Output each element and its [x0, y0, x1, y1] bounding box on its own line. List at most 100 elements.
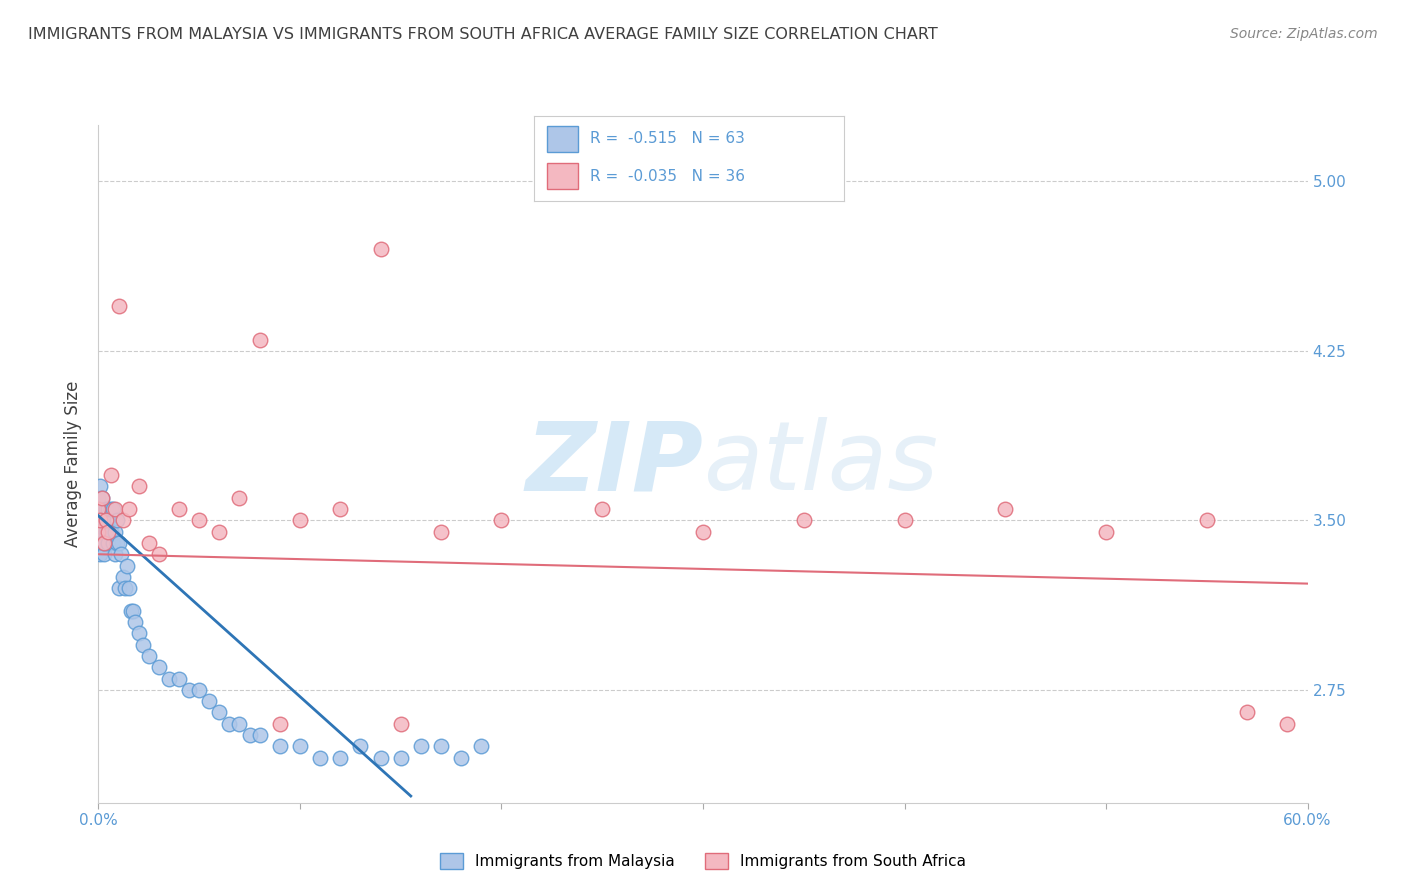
- Point: [1195, 513, 1218, 527]
- Point: [208, 524, 231, 539]
- Text: atlas: atlas: [703, 417, 938, 510]
- Point: [269, 716, 291, 731]
- Point: [430, 524, 453, 539]
- Point: [128, 626, 150, 640]
- Point: [1095, 524, 1118, 539]
- Point: [329, 502, 352, 516]
- Bar: [547, 126, 578, 152]
- Point: [138, 536, 160, 550]
- Point: [329, 750, 352, 764]
- Point: [349, 739, 371, 754]
- Text: R =  -0.515   N = 63: R = -0.515 N = 63: [591, 131, 745, 146]
- Point: [97, 513, 120, 527]
- Point: [793, 513, 815, 527]
- Text: Source: ZipAtlas.com: Source: ZipAtlas.com: [1230, 27, 1378, 41]
- Point: [97, 524, 120, 539]
- Point: [370, 242, 392, 256]
- Point: [893, 513, 915, 527]
- Point: [208, 706, 231, 720]
- Point: [93, 536, 115, 550]
- Point: [91, 491, 114, 505]
- Point: [491, 513, 513, 527]
- Point: [89, 479, 111, 493]
- Point: [430, 739, 453, 754]
- Point: [103, 547, 125, 561]
- Point: [228, 716, 250, 731]
- Point: [148, 660, 170, 674]
- Point: [87, 536, 110, 550]
- Point: [89, 513, 111, 527]
- Point: [87, 491, 110, 505]
- Point: [450, 750, 472, 764]
- Point: [309, 750, 332, 764]
- Point: [167, 502, 190, 516]
- Point: [198, 694, 221, 708]
- Point: [91, 536, 114, 550]
- Point: [105, 536, 128, 550]
- Point: [128, 479, 150, 493]
- Text: IMMIGRANTS FROM MALAYSIA VS IMMIGRANTS FROM SOUTH AFRICA AVERAGE FAMILY SIZE COR: IMMIGRANTS FROM MALAYSIA VS IMMIGRANTS F…: [28, 27, 938, 42]
- Bar: [547, 163, 578, 189]
- Point: [87, 502, 110, 516]
- Point: [188, 682, 211, 697]
- Point: [148, 547, 170, 561]
- Point: [91, 513, 114, 527]
- Point: [994, 502, 1017, 516]
- Point: [389, 750, 412, 764]
- Point: [115, 558, 138, 573]
- Point: [91, 491, 114, 505]
- Point: [370, 750, 392, 764]
- Text: R =  -0.035   N = 36: R = -0.035 N = 36: [591, 169, 745, 184]
- Point: [100, 524, 122, 539]
- Legend: Immigrants from Malaysia, Immigrants from South Africa: Immigrants from Malaysia, Immigrants fro…: [433, 847, 973, 875]
- Point: [103, 502, 125, 516]
- Point: [111, 570, 134, 584]
- Point: [239, 728, 262, 742]
- Point: [87, 502, 110, 516]
- Point: [157, 672, 180, 686]
- Point: [470, 739, 492, 754]
- Point: [132, 638, 155, 652]
- Y-axis label: Average Family Size: Average Family Size: [65, 381, 83, 547]
- Point: [105, 513, 128, 527]
- Point: [167, 672, 190, 686]
- Point: [89, 502, 111, 516]
- Point: [93, 547, 115, 561]
- Point: [409, 739, 432, 754]
- Point: [179, 682, 201, 697]
- Point: [288, 513, 311, 527]
- Point: [100, 502, 122, 516]
- Point: [97, 502, 120, 516]
- Point: [1236, 706, 1258, 720]
- Point: [89, 547, 111, 561]
- Point: [118, 502, 141, 516]
- Point: [218, 716, 240, 731]
- Point: [121, 604, 143, 618]
- Point: [389, 716, 412, 731]
- Point: [101, 536, 124, 550]
- Point: [1277, 716, 1299, 731]
- Point: [96, 513, 118, 527]
- Point: [249, 728, 271, 742]
- Point: [93, 513, 115, 527]
- Point: [288, 739, 311, 754]
- Point: [93, 536, 115, 550]
- Point: [107, 581, 129, 595]
- Point: [269, 739, 291, 754]
- Point: [249, 333, 271, 347]
- Point: [101, 502, 124, 516]
- Point: [87, 513, 110, 527]
- Point: [591, 502, 613, 516]
- Point: [118, 581, 141, 595]
- Point: [103, 524, 125, 539]
- Point: [188, 513, 211, 527]
- Point: [692, 524, 714, 539]
- Point: [96, 524, 118, 539]
- Text: ZIP: ZIP: [524, 417, 703, 510]
- Point: [107, 536, 129, 550]
- Point: [100, 468, 122, 483]
- Point: [89, 524, 111, 539]
- Point: [107, 299, 129, 313]
- Point: [111, 513, 134, 527]
- Point: [87, 524, 110, 539]
